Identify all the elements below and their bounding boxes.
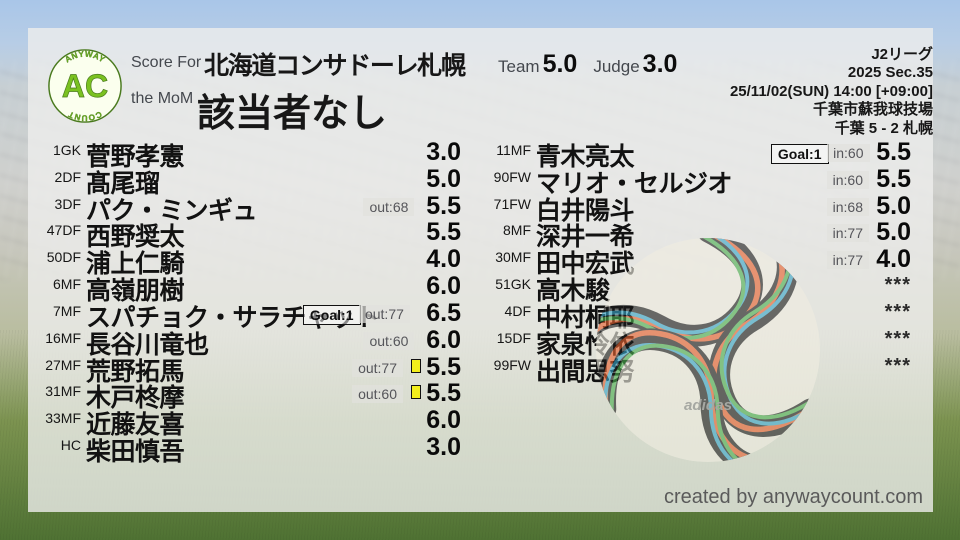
svg-text:adidas: adidas [684,397,732,414]
svg-text:AC: AC [62,68,108,104]
